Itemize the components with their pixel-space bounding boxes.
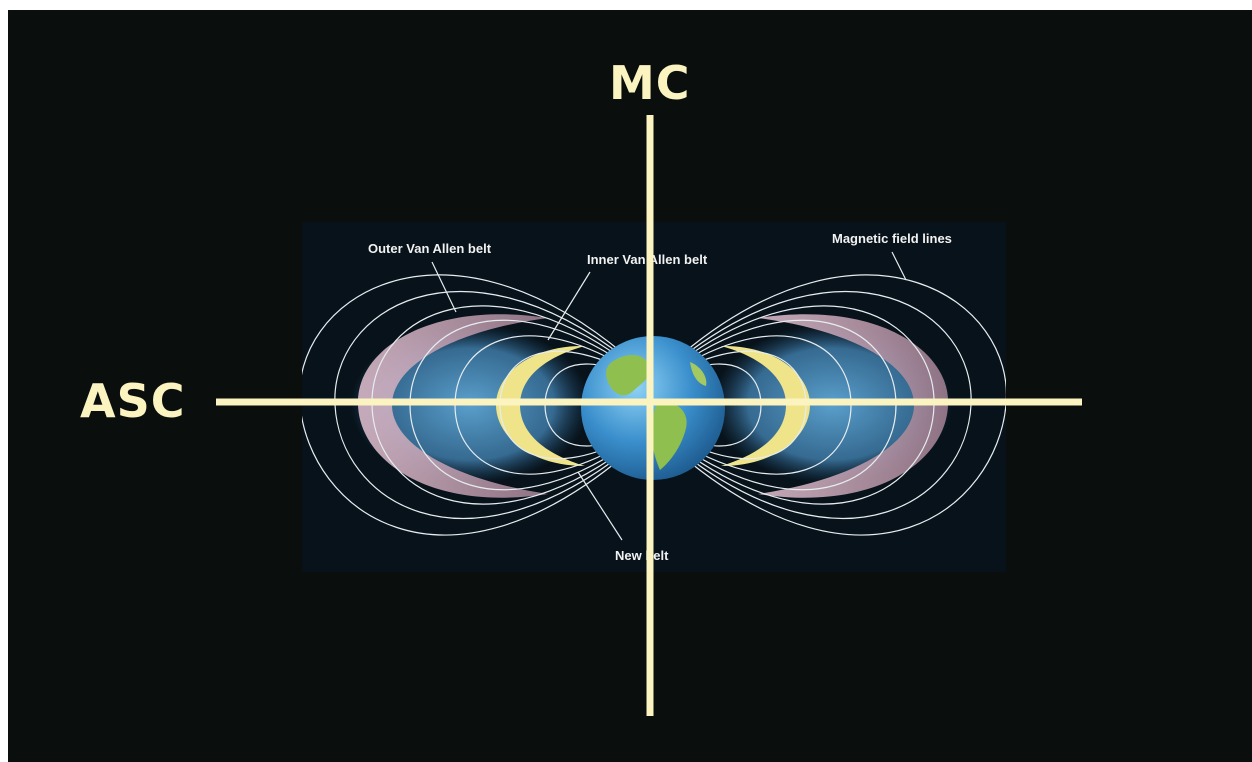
outer-belt-label: Outer Van Allen belt [368, 241, 492, 256]
label-pointers [431, 251, 907, 541]
field-lines-label: Magnetic field lines [832, 231, 952, 246]
outer-belt-left [357, 314, 548, 498]
asc-label: ASC [80, 374, 186, 428]
mc-label: MC [609, 56, 691, 110]
new-belt-label: New belt [615, 548, 669, 563]
outer-belt-right [758, 314, 949, 498]
inner-belt-right [721, 345, 810, 466]
inner-belt-left [496, 345, 585, 466]
